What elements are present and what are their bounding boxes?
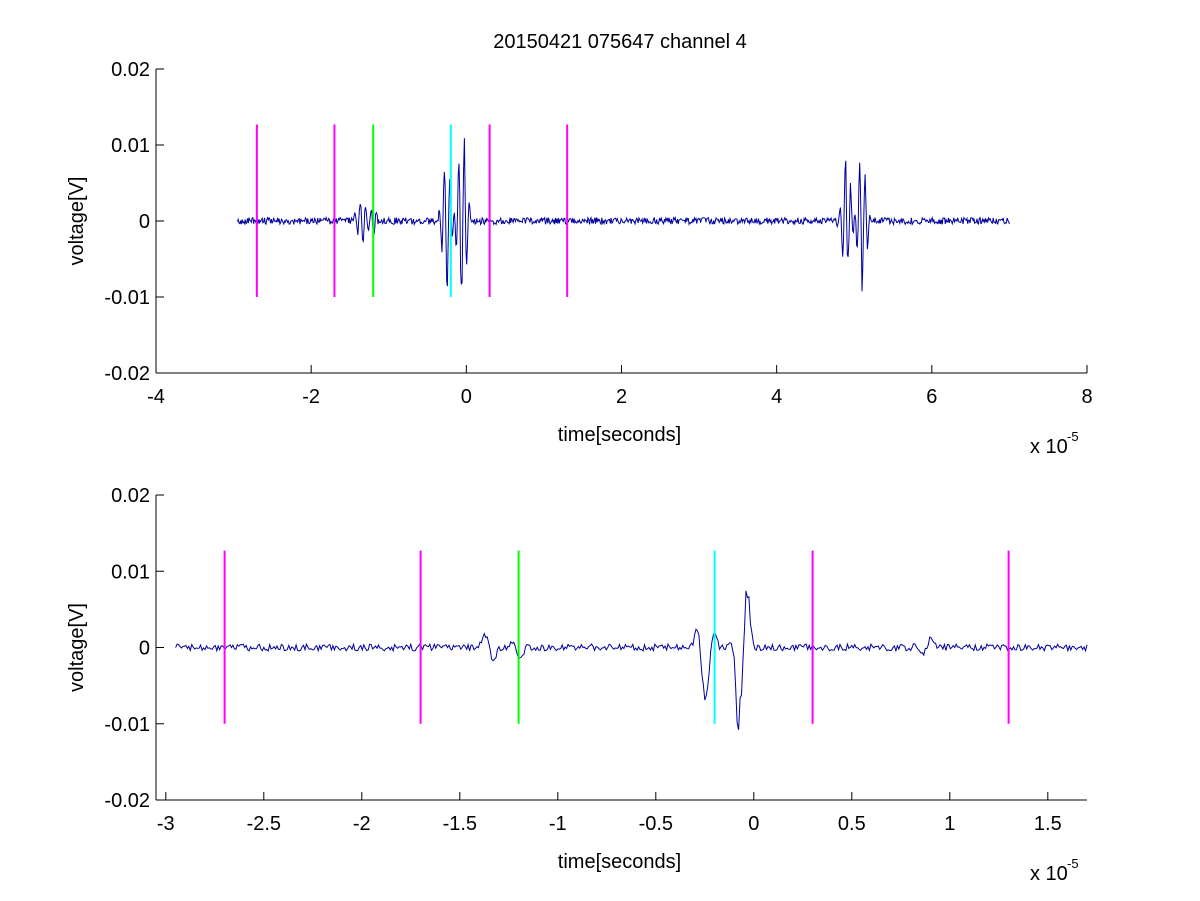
x-axis-label: time[seconds] <box>558 424 681 446</box>
top-plot: -0.02 -0.01 0 0.01 0.02 -4 -2 0 2 4 6 8 time[seconds… <box>66 59 1093 458</box>
bottom-plot: -0.02 -0.01 0 0.01 0.02 -3 -2.5 -2 -1.5 -1 -0.5 0 0.… <box>66 485 1088 885</box>
voltage-trace <box>175 590 1088 730</box>
y-tick-label: 0 <box>139 211 150 233</box>
y-axis-label: voltage[V] <box>66 603 88 692</box>
x-tick-label: 0.5 <box>838 813 866 835</box>
y-axis-label: voltage[V] <box>66 177 88 266</box>
x-tick-label: -1 <box>549 813 567 835</box>
y-tick-label: -0.02 <box>104 363 150 385</box>
x-tick-label: 4 <box>771 386 782 408</box>
x-tick-label: -2.5 <box>247 813 281 835</box>
y-tick-label: 0.01 <box>111 135 150 157</box>
y-tick-label: 0.01 <box>111 561 150 583</box>
x-tick-label: -0.5 <box>639 813 673 835</box>
x-tick-label: 0 <box>461 386 472 408</box>
x-tick-label: 6 <box>926 386 937 408</box>
x-tick-label: 0 <box>748 813 759 835</box>
x-tick-label: -2 <box>353 813 371 835</box>
chart-title: 20150421 075647 channel 4 <box>493 31 747 53</box>
x-tick-label: 8 <box>1081 386 1092 408</box>
y-tick-label: -0.01 <box>104 714 150 736</box>
y-tick-label: 0.02 <box>111 59 150 81</box>
y-tick-label: 0.02 <box>111 485 150 507</box>
x-tick-label: 2 <box>616 386 627 408</box>
x-tick-label: -3 <box>157 813 175 835</box>
x-tick-label: -1.5 <box>443 813 477 835</box>
x-multiplier-label: x 10 <box>1030 863 1068 885</box>
voltage-trace <box>237 138 1010 292</box>
x-tick-label: 1.5 <box>1034 813 1062 835</box>
y-tick-label: -0.02 <box>104 790 150 812</box>
x-tick-label: -4 <box>147 386 165 408</box>
x-tick-label: -2 <box>302 386 320 408</box>
x-axis-label: time[seconds] <box>558 851 681 873</box>
x-multiplier-label: x 10 <box>1030 436 1068 458</box>
x-multiplier-exponent: -5 <box>1067 429 1079 444</box>
y-tick-label: -0.01 <box>104 287 150 309</box>
x-multiplier-exponent: -5 <box>1067 856 1079 871</box>
y-tick-label: 0 <box>139 638 150 660</box>
x-tick-label: 1 <box>944 813 955 835</box>
